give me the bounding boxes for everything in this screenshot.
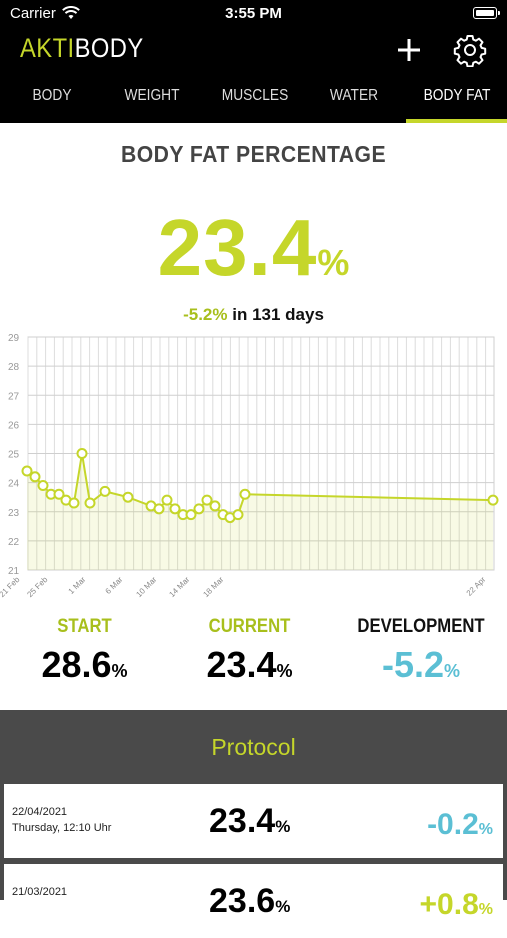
protocol-header: Protocol	[0, 710, 507, 784]
start-value: 28.6	[41, 644, 112, 685]
tab-muscles[interactable]: MUSCLES	[221, 87, 289, 104]
protocol-entry[interactable]: 21/03/2021 23.6% +0.8%	[4, 864, 503, 938]
protocol-entry[interactable]: 22/04/2021 Thursday, 12:10 Uhr 23.4% -0.…	[4, 784, 503, 858]
entry-delta-unit: %	[478, 901, 493, 918]
current-value: 23.4	[157, 203, 318, 292]
logo-part-body: BODY	[74, 33, 144, 63]
start-value-wrap: 28.6%	[0, 644, 169, 686]
summary-start: START 28.6%	[0, 612, 169, 686]
data-point	[185, 509, 197, 521]
data-point	[193, 503, 205, 515]
y-tick-label: 25	[8, 450, 20, 461]
series-area	[27, 453, 493, 570]
entry-delta-wrap: -0.2%	[427, 808, 493, 842]
data-point	[161, 494, 173, 506]
gear-icon[interactable]	[453, 33, 487, 67]
tab-bar: BODY WEIGHT MUSCLES WATER BODY FAT	[0, 73, 507, 123]
change-text: in 131 days	[232, 305, 324, 324]
data-point	[169, 503, 181, 515]
change-value: -5.2%	[183, 305, 228, 324]
x-tick-label: 25 Feb	[25, 575, 49, 599]
entry-value-wrap: 23.4%	[209, 802, 290, 841]
current-value-wrap: 23.4%	[165, 644, 334, 686]
summary-current: CURRENT 23.4%	[165, 612, 334, 686]
entry-delta: -0.2	[427, 808, 479, 841]
summary-panel: START 28.6% CURRENT 23.4% DEVELOPMENT -5…	[0, 612, 507, 710]
entry-delta: +0.8	[419, 888, 479, 921]
data-point	[209, 500, 221, 512]
data-point	[68, 497, 80, 509]
tab-weight[interactable]: WEIGHT	[124, 87, 180, 104]
data-point	[21, 465, 33, 477]
summary-current-unit: %	[276, 661, 293, 681]
development-unit: %	[444, 661, 461, 681]
data-point	[239, 488, 251, 500]
x-tick-label: 21 Feb	[0, 575, 22, 599]
data-point	[487, 494, 499, 506]
y-tick-label: 24	[8, 479, 20, 490]
entry-delta-wrap: +0.8%	[420, 888, 493, 922]
data-point	[29, 471, 41, 483]
entry-unit: %	[275, 817, 291, 836]
plus-icon[interactable]	[395, 36, 423, 64]
status-bar: Carrier 3:55 PM	[0, 0, 507, 28]
active-tab-indicator	[406, 119, 507, 123]
data-point	[153, 503, 165, 515]
summary-development: DEVELOPMENT -5.2%	[335, 612, 507, 686]
tab-water[interactable]: WATER	[329, 87, 379, 104]
y-tick-label: 22	[8, 537, 20, 548]
x-tick-label: 10 Mar	[134, 575, 158, 599]
page-title: BODY FAT PERCENTAGE	[120, 141, 387, 167]
data-point	[99, 485, 111, 497]
entry-time: Thursday, 12:10 Uhr	[12, 822, 112, 834]
entry-date: 21/03/2021	[12, 886, 68, 898]
x-tick-label: 14 Mar	[167, 575, 191, 599]
current-label: CURRENT	[208, 616, 291, 637]
entry-value-wrap: 23.6%	[209, 882, 290, 921]
data-point	[122, 491, 134, 503]
y-tick-label: 26	[8, 420, 20, 431]
start-label: START	[57, 616, 112, 637]
y-tick-label: 27	[8, 391, 20, 402]
logo-part-akti: AKTI	[20, 33, 75, 63]
app-logo: AKTIBODY	[20, 33, 144, 64]
x-tick-label: 6 Mar	[104, 575, 125, 596]
clock: 3:55 PM	[225, 5, 282, 22]
entry-value: 23.6	[209, 882, 276, 920]
current-unit: %	[317, 242, 350, 283]
body-fat-chart: 21 22 23 24 25 26 27 28 29 21 Feb 25 Feb 1 Mar 6 Mar…	[0, 333, 499, 599]
app-header: AKTIBODY	[0, 28, 507, 73]
data-point	[84, 497, 96, 509]
x-tick-label: 18 Mar	[201, 575, 225, 599]
data-point	[76, 448, 88, 459]
start-unit: %	[111, 661, 128, 681]
x-tick-label: 22 Apr	[465, 575, 488, 598]
y-tick-label: 21	[8, 566, 20, 577]
development-label: DEVELOPMENT	[357, 616, 485, 637]
wifi-icon	[62, 6, 80, 19]
y-tick-label: 23	[8, 508, 20, 519]
development-value-wrap: -5.2%	[335, 644, 507, 686]
entry-delta-unit: %	[478, 821, 493, 838]
entry-value: 23.4	[209, 802, 276, 840]
development-value: -5.2	[381, 644, 445, 685]
data-point	[232, 509, 244, 521]
protocol-title: Protocol	[211, 734, 296, 760]
battery-icon	[473, 7, 500, 19]
entry-date: 22/04/2021	[12, 806, 68, 818]
tab-body-fat[interactable]: BODY FAT	[423, 87, 491, 104]
data-point	[37, 480, 49, 492]
data-point	[201, 494, 213, 506]
data-point	[53, 488, 65, 500]
tab-body[interactable]: BODY	[32, 87, 72, 104]
current-value-display: 23.4%	[0, 202, 507, 294]
x-tick-label: 1 Mar	[67, 575, 88, 596]
protocol-list: 22/04/2021 Thursday, 12:10 Uhr 23.4% -0.…	[0, 784, 507, 938]
summary-current-value: 23.4	[206, 644, 277, 685]
y-tick-label: 28	[8, 362, 20, 373]
y-tick-label: 29	[8, 333, 20, 344]
carrier-label: Carrier	[10, 5, 56, 22]
change-summary: -5.2% in 131 days	[0, 305, 507, 325]
